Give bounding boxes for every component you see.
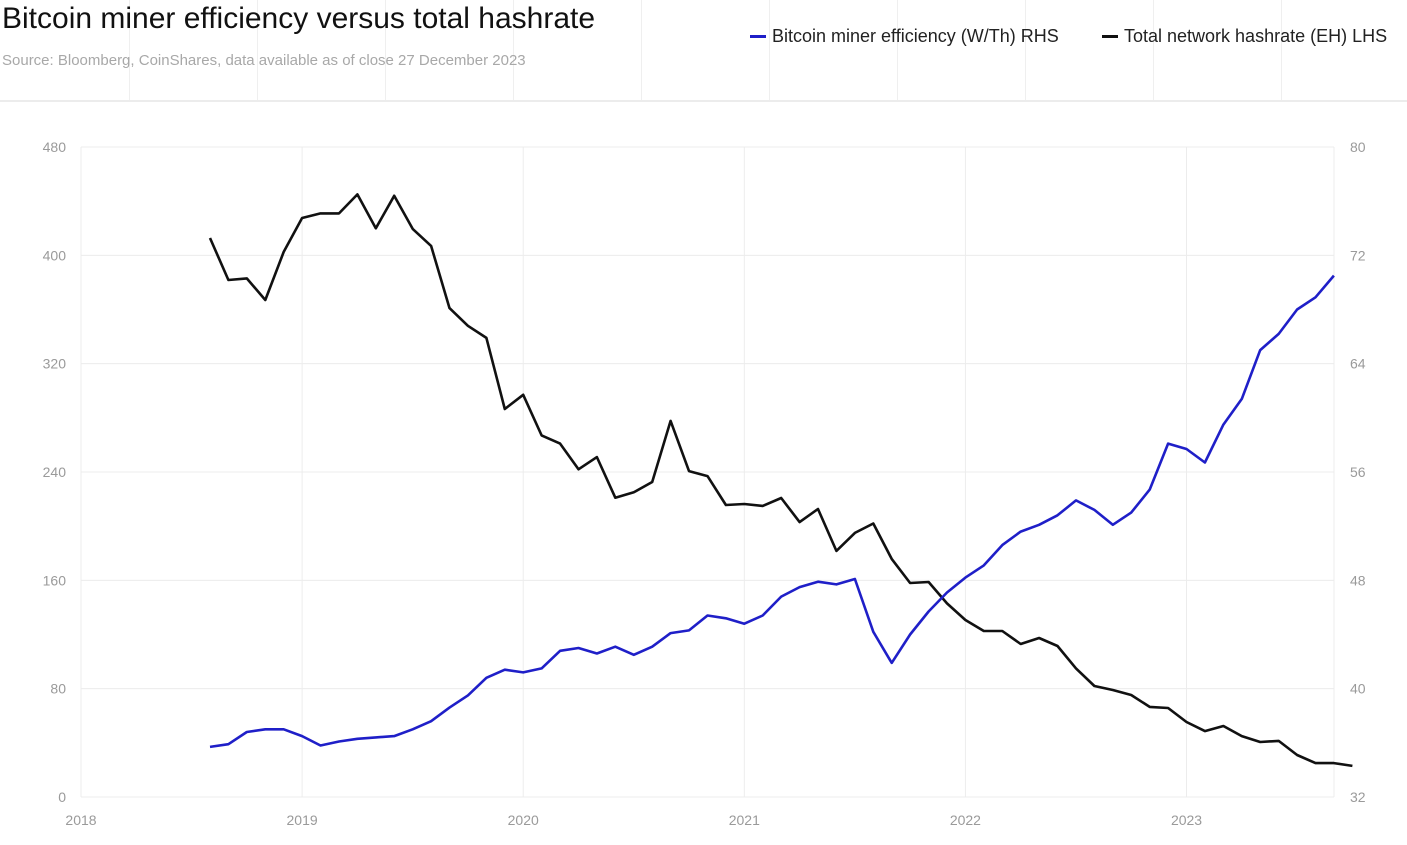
x-tick-label: 2020 — [508, 812, 539, 828]
x-tick-label: 2021 — [729, 812, 760, 828]
series-line-hashrate — [208, 193, 1353, 768]
y-right-tick-label: 40 — [1350, 681, 1366, 697]
x-tick-label: 2022 — [950, 812, 981, 828]
y-left-tick-label: 400 — [43, 247, 67, 263]
y-right-tick-label: 72 — [1350, 247, 1366, 263]
y-left-tick-label: 320 — [43, 356, 67, 372]
y-right-tick-label: 48 — [1350, 572, 1366, 588]
background-gridline — [1281, 0, 1282, 100]
x-tick-label: 2023 — [1171, 812, 1202, 828]
background-gridline — [257, 0, 258, 100]
background-gridline — [769, 0, 770, 100]
background-gridline — [897, 0, 898, 100]
legend-label: Bitcoin miner efficiency (W/Th) RHS — [772, 26, 1059, 46]
x-tick-label: 2019 — [287, 812, 318, 828]
y-right-tick-label: 80 — [1350, 139, 1366, 155]
background-gridline — [385, 0, 386, 100]
background-gridline — [1153, 0, 1154, 100]
y-left-tick-label: 0 — [58, 789, 66, 805]
legend-swatch-blue — [750, 35, 766, 38]
background-gridline — [1025, 0, 1026, 100]
legend-item-hashrate: Total network hashrate (EH) LHS — [1102, 26, 1387, 47]
background-gridline — [129, 0, 130, 100]
background-gridline — [641, 0, 642, 100]
legend-swatch-black — [1102, 35, 1118, 38]
chart-header: Bitcoin miner efficiency versus total ha… — [0, 0, 1407, 102]
chart-title: Bitcoin miner efficiency versus total ha… — [2, 2, 596, 35]
y-left-tick-label: 80 — [50, 681, 66, 697]
series-line-efficiency — [209, 274, 1335, 749]
y-right-tick-label: 56 — [1350, 464, 1366, 480]
x-tick-label: 2018 — [65, 812, 96, 828]
y-right-tick-label: 64 — [1350, 356, 1366, 372]
legend-item-efficiency: Bitcoin miner efficiency (W/Th) RHS — [750, 26, 1059, 47]
y-left-tick-label: 480 — [43, 139, 67, 155]
legend-label: Total network hashrate (EH) LHS — [1124, 26, 1388, 46]
background-gridline — [513, 0, 514, 100]
y-left-tick-label: 240 — [43, 464, 67, 480]
chart-subtitle: Source: Bloomberg, CoinShares, data avai… — [2, 52, 526, 69]
y-right-tick-label: 32 — [1350, 789, 1366, 805]
y-left-tick-label: 160 — [43, 572, 67, 588]
